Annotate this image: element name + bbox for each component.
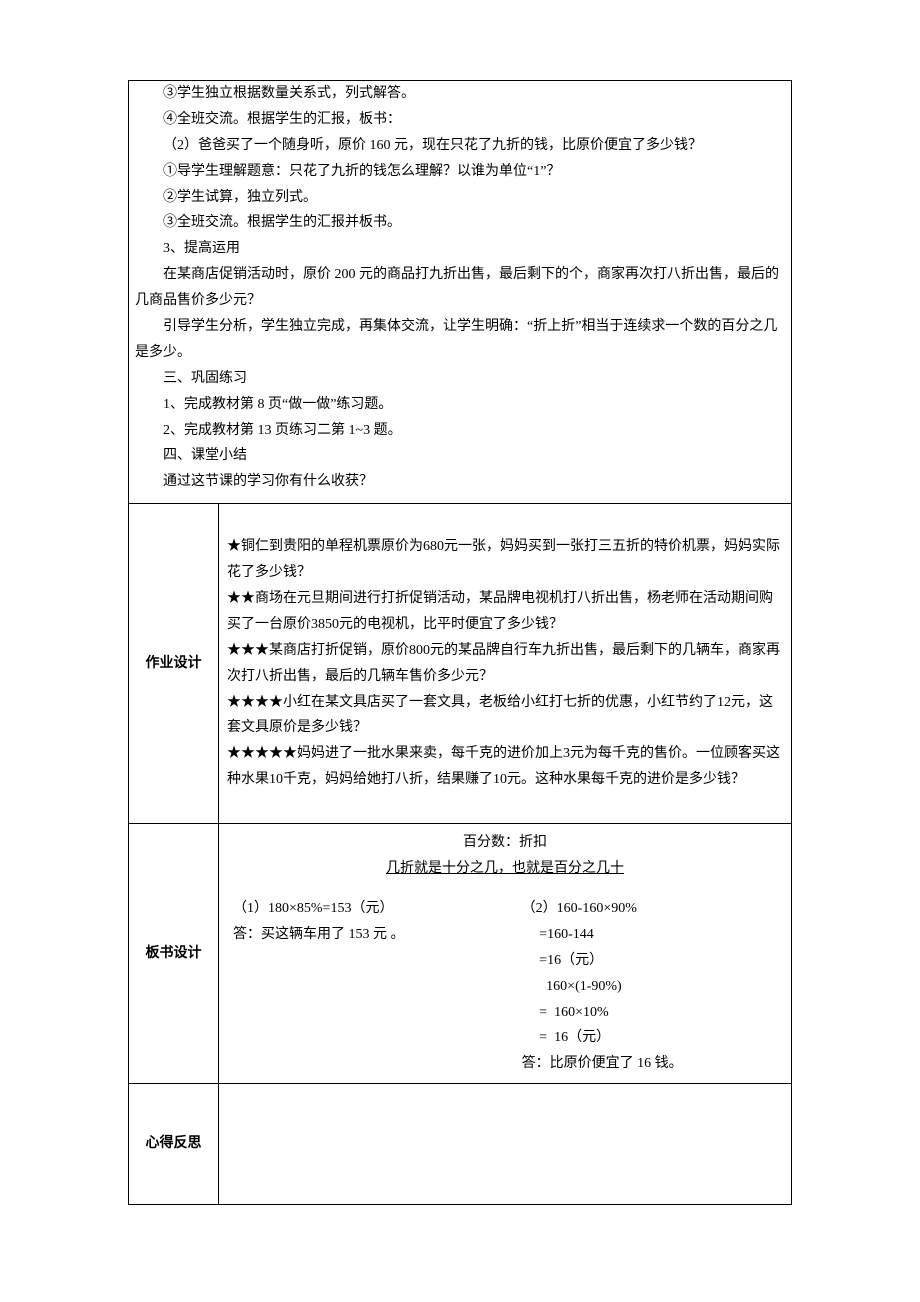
board-example-2: （2）160-160×90% =160-144 =16（元） 160×(1-90… <box>522 896 783 1077</box>
homework-item: ★★★★★妈妈进了一批水果来卖，每千克的进价加上3元为每千克的售价。一位顾客买这… <box>227 741 783 793</box>
process-line: （2）爸爸买了一个随身听，原价 160 元，现在只花了九折的钱，比原价便宜了多少… <box>135 133 785 159</box>
board-example-1: （1）180×85%=153（元） 答：买这辆车用了 153 元 。 <box>227 896 522 1077</box>
process-line: ②学生试算，独立列式。 <box>135 185 785 211</box>
process-line: ③全班交流。根据学生的汇报并板书。 <box>135 210 785 236</box>
process-line: 在某商店促销活动时，原价 200 元的商品打九折出售，最后剩下的个，商家再次打八… <box>135 262 785 314</box>
homework-content: ★铜仁到贵阳的单程机票原价为680元一张，妈妈买到一张打三五折的特价机票，妈妈实… <box>219 504 791 823</box>
process-line: 2、完成教材第 13 页练习二第 1~3 题。 <box>135 418 785 444</box>
board-subtitle: 几折就是十分之几，也就是百分之几十 <box>227 856 783 882</box>
process-line: 引导学生分析，学生独立完成，再集体交流，让学生明确：“折上折”相当于连续求一个数… <box>135 314 785 366</box>
process-line: ④全班交流。根据学生的汇报，板书： <box>135 107 785 133</box>
homework-label: 作业设计 <box>129 504 219 823</box>
homework-item: ★★★★小红在某文具店买了一套文具，老板给小红打七折的优惠，小红节约了12元，这… <box>227 690 783 742</box>
board-line: （2）160-160×90% <box>522 896 783 922</box>
homework-item: ★铜仁到贵阳的单程机票原价为680元一张，妈妈买到一张打三五折的特价机票，妈妈实… <box>227 534 783 586</box>
board-design-row: 板书设计 百分数：折扣 几折就是十分之几，也就是百分之几十 （1）180×85%… <box>129 824 791 1084</box>
homework-row: 作业设计 ★铜仁到贵阳的单程机票原价为680元一张，妈妈买到一张打三五折的特价机… <box>129 504 791 824</box>
board-line: 160×(1-90%) <box>522 974 783 1000</box>
board-line: 答：比原价便宜了 16 钱。 <box>522 1051 783 1077</box>
process-line: 四、课堂小结 <box>135 443 785 469</box>
board-columns: （1）180×85%=153（元） 答：买这辆车用了 153 元 。 （2）16… <box>227 896 783 1077</box>
process-line: ①导学生理解题意：只花了九折的钱怎么理解？以谁为单位“1”？ <box>135 159 785 185</box>
homework-item: ★★★某商店打折促销，原价800元的某品牌自行车九折出售，最后剩下的几辆车，商家… <box>227 638 783 690</box>
board-title: 百分数：折扣 <box>227 830 783 856</box>
board-content: 百分数：折扣 几折就是十分之几，也就是百分之几十 （1）180×85%=153（… <box>219 824 791 1083</box>
board-line: 答：买这辆车用了 153 元 。 <box>233 922 522 948</box>
lesson-plan-table: ③学生独立根据数量关系式，列式解答。 ④全班交流。根据学生的汇报，板书： （2）… <box>128 80 792 1205</box>
process-line: ③学生独立根据数量关系式，列式解答。 <box>135 81 785 107</box>
board-line: = 160×10% <box>522 1000 783 1026</box>
process-line: 三、巩固练习 <box>135 366 785 392</box>
board-line: （1）180×85%=153（元） <box>233 896 522 922</box>
reflection-row: 心得反思 <box>129 1084 791 1204</box>
process-line: 通过这节课的学习你有什么收获？ <box>135 469 785 495</box>
board-line: =160-144 <box>522 922 783 948</box>
board-line: =16（元） <box>522 948 783 974</box>
board-label: 板书设计 <box>129 824 219 1083</box>
reflection-content <box>219 1084 791 1204</box>
homework-item: ★★商场在元旦期间进行打折促销活动，某品牌电视机打八折出售，杨老师在活动期间购买… <box>227 586 783 638</box>
board-line: = 16（元） <box>522 1025 783 1051</box>
process-line: 3、提高运用 <box>135 236 785 262</box>
teaching-process-section: ③学生独立根据数量关系式，列式解答。 ④全班交流。根据学生的汇报，板书： （2）… <box>129 81 791 504</box>
process-line: 1、完成教材第 8 页“做一做”练习题。 <box>135 392 785 418</box>
reflection-label: 心得反思 <box>129 1084 219 1204</box>
